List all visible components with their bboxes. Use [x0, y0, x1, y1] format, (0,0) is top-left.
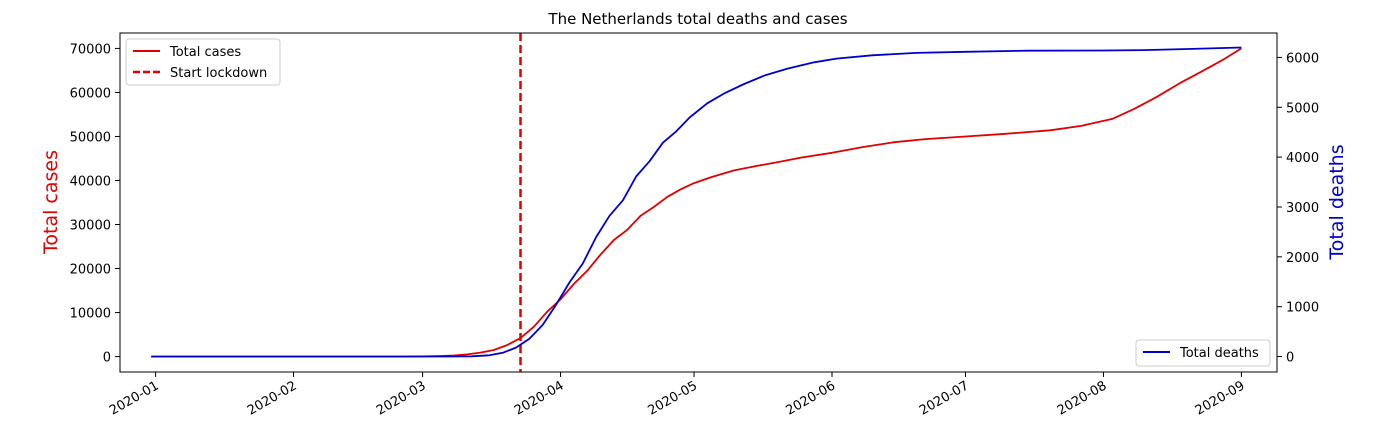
series-line-total-deaths: [151, 46, 1242, 358]
left-tick-label: 70000: [70, 42, 111, 57]
left-axis-title: Total cases: [40, 150, 62, 255]
x-tick-label: 2020-07: [917, 378, 972, 418]
legend-label-total-cases: Total cases: [169, 45, 241, 60]
legend-label-start-lockdown: Start lockdown: [170, 66, 267, 81]
right-tick-label: 1000: [1286, 301, 1319, 316]
right-tick-label: 6000: [1286, 51, 1319, 66]
x-tick-label: 2020-02: [245, 378, 300, 418]
left-tick-label: 0: [103, 351, 111, 366]
right-tick-label: 3000: [1286, 201, 1319, 216]
plot-frame: [119, 32, 1278, 373]
legend-bottom-right-box: [1135, 339, 1271, 367]
legend-label-total-deaths: Total deaths: [1179, 346, 1259, 361]
right-tick-label: 5000: [1286, 101, 1319, 116]
legend-bottom-right: Total deaths: [1135, 339, 1271, 367]
right-tick-label: 4000: [1286, 151, 1319, 166]
x-tick-label: 2020-06: [783, 378, 838, 418]
right-axis-title: Total deaths: [1326, 144, 1348, 260]
chart-title: The Netherlands total deaths and cases: [547, 10, 847, 28]
legend-top-left-box: [125, 38, 281, 86]
series-layer: [151, 33, 1242, 372]
x-tick-label: 2020-04: [512, 378, 567, 418]
right-tick-label: 0: [1286, 351, 1294, 366]
x-tick-label: 2020-03: [374, 378, 429, 418]
x-tick-label: 2020-09: [1193, 378, 1248, 418]
legend-top-left: Total cases Start lockdown: [125, 38, 281, 86]
left-tick-label: 20000: [70, 263, 111, 278]
x-tick-label: 2020-05: [646, 378, 701, 418]
right-axis-ticks: 0 1000 2000 3000 4000 5000 6000: [1277, 51, 1319, 366]
x-axis-ticks: 2020-01 2020-02 2020-03 2020-04 2020-05 2020-…: [107, 372, 1247, 419]
left-tick-label: 10000: [70, 307, 111, 322]
left-tick-label: 30000: [70, 219, 111, 234]
series-line-total-cases: [151, 47, 1242, 358]
left-axis-ticks: 0 10000 20000 30000 40000 50000 60000 70000: [70, 42, 120, 366]
left-tick-label: 40000: [70, 174, 111, 189]
left-tick-label: 50000: [70, 130, 111, 145]
x-tick-label: 2020-08: [1055, 378, 1110, 418]
left-tick-label: 60000: [70, 86, 111, 101]
right-tick-label: 2000: [1286, 251, 1319, 266]
x-tick-label: 2020-01: [107, 378, 162, 418]
